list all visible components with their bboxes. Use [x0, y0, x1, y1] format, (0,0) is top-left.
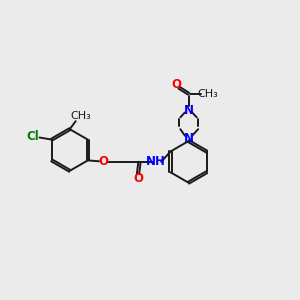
Text: O: O	[133, 172, 143, 185]
Text: Cl: Cl	[26, 130, 39, 143]
Text: N: N	[184, 103, 194, 116]
Text: NH: NH	[146, 155, 166, 168]
Text: CH₃: CH₃	[71, 111, 92, 121]
Text: N: N	[184, 132, 194, 145]
Text: O: O	[171, 78, 181, 91]
Text: O: O	[98, 155, 108, 168]
Text: CH₃: CH₃	[197, 89, 218, 99]
